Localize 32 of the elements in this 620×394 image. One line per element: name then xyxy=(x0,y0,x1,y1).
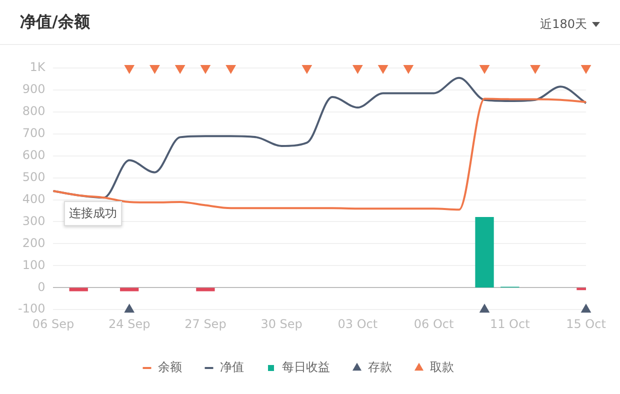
annotation: 连接成功 xyxy=(64,201,122,226)
legend-label: 存款 xyxy=(368,360,392,374)
y-tick-label: -100 xyxy=(18,302,46,316)
y-tick-label: 1K xyxy=(30,60,46,74)
x-tick-label: 15 Oct xyxy=(566,316,606,331)
bar xyxy=(69,288,88,292)
bar xyxy=(196,288,215,292)
x-tick-label: 30 Sep xyxy=(260,316,302,331)
y-tick-label: 700 xyxy=(22,126,46,140)
text: 近180天 xyxy=(540,16,587,33)
x-tick-label: 06 Sep xyxy=(32,316,74,331)
legend-label: 余额 xyxy=(158,360,182,374)
y-tick-label: 100 xyxy=(22,258,46,272)
y-tick-label: 200 xyxy=(22,236,46,250)
y-tick-label: 0 xyxy=(38,280,46,294)
y-tick-label: 500 xyxy=(22,170,46,184)
legend-label: 取款 xyxy=(430,360,454,374)
y-tick-label: 900 xyxy=(22,82,46,96)
x-tick-label: 06 Oct xyxy=(414,316,454,331)
y-tick-label: 400 xyxy=(22,192,46,206)
legend-label: 每日收益 xyxy=(282,360,330,374)
bar xyxy=(475,217,494,288)
x-tick-label: 11 Oct xyxy=(490,316,530,331)
legend-label: 净值 xyxy=(220,360,244,374)
y-tick-label: 800 xyxy=(22,104,46,118)
y-tick-label: 600 xyxy=(22,148,46,162)
chart-title: 净值/余额 xyxy=(20,12,90,33)
bar xyxy=(120,288,139,292)
y-tick-label: 300 xyxy=(22,214,46,228)
x-tick-label: 24 Sep xyxy=(108,316,150,331)
x-tick-label: 03 Oct xyxy=(338,316,378,331)
x-tick-label: 27 Sep xyxy=(184,316,226,331)
